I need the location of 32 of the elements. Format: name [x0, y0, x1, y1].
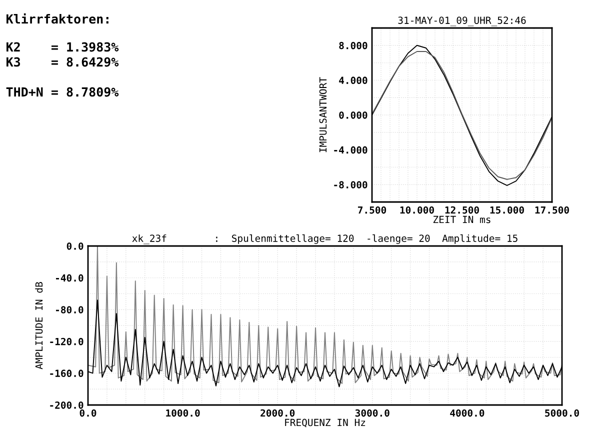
y-tick-label: 0.000 [339, 111, 368, 119]
text: K2 = 1.3983% [6, 42, 119, 52]
chart-title: xk_23f : Spulenmittellage= 120 -laenge= 20 Amplitude= 15 [132, 234, 518, 244]
y-axis-title: AMPLITUDE IN dB [35, 282, 43, 370]
x-axis-title: FREQUENZ IN Hz [285, 418, 366, 428]
x-tick-label: 17.500 [535, 206, 569, 214]
y-tick-label: -80.0 [56, 306, 84, 314]
y-tick-label: 8.000 [339, 42, 368, 50]
x-tick-label: 4000.0 [450, 409, 484, 417]
x-tick-label: 15.000 [490, 206, 524, 214]
y-tick-label: -120.0 [50, 338, 84, 346]
y-axis-title: IMPULSANTWORT [319, 77, 327, 152]
text: THD+N = 8.7809% [6, 87, 119, 97]
x-tick-label: 7.500 [358, 206, 386, 214]
x-tick-label: 0.0 [80, 409, 96, 417]
x-tick-label: 2000.0 [260, 409, 295, 417]
y-tick-label: -160.0 [50, 370, 84, 378]
y-tick-label: -4.000 [334, 146, 368, 154]
x-tick-label: 1000.0 [166, 409, 200, 417]
y-tick-label: 4.000 [339, 76, 368, 84]
x-axis-title: ZEIT IN ms [433, 216, 490, 224]
y-tick-label: 0.0 [66, 242, 84, 250]
text: Klirrfaktoren: [6, 13, 108, 24]
text: K3 = 8.6429% [6, 57, 119, 67]
x-tick-label: 10.000 [400, 206, 434, 214]
x-tick-label: 3000.0 [355, 409, 390, 417]
x-tick-label: 12.500 [445, 206, 479, 214]
y-tick-label: -40.0 [56, 274, 84, 282]
chart-title: 31-MAY-01_09_UHR_52:46 [398, 16, 526, 26]
y-tick-label: -8.000 [334, 181, 368, 188]
x-tick-label: 5000.0 [545, 409, 579, 417]
y-tick-label: -200.0 [50, 401, 84, 409]
